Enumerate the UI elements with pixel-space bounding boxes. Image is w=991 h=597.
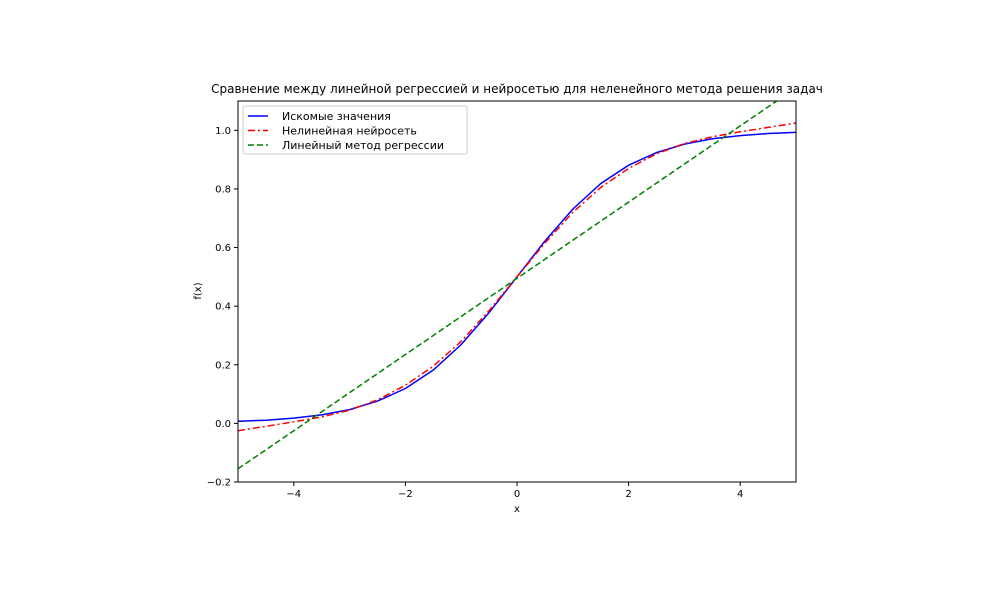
legend-box: [242, 105, 468, 155]
y-tick-label: 0.2: [215, 360, 231, 371]
plot-frame: [237, 100, 797, 483]
y-tick-label: 0.0: [215, 419, 231, 430]
x-tick-label: −2: [398, 489, 413, 500]
x-tick-label: 2: [625, 489, 631, 500]
x-tick-label: −4: [286, 489, 301, 500]
y-tick-label: 0.8: [215, 184, 231, 195]
legend-label-2: Нелинейная нейросеть: [282, 125, 417, 138]
series-layer: [238, 101, 796, 470]
series-line-2: [238, 122, 796, 432]
legend-label-3: Линейный метод регрессии: [282, 139, 444, 152]
x-tick-label: 4: [737, 489, 743, 500]
legend-label-1: Искомые значения: [282, 110, 391, 123]
x-axis-label: x: [514, 504, 520, 515]
series-line-3: [238, 101, 779, 470]
y-axis-label: f(x): [193, 282, 204, 299]
y-tick-label: 0.4: [215, 302, 231, 313]
x-tick-label: 0: [514, 489, 520, 500]
y-axis: −0.2 0.0 0.2 0.4 0.6 0.8 1.0: [207, 126, 238, 489]
legend: Искомые значения Нелинейная нейросетьЛине…: [242, 105, 468, 155]
chart-title: Сравнение между линейной регрессией и не…: [211, 82, 823, 96]
y-tick-label: −0.2: [207, 478, 231, 489]
y-tick-label: 1.0: [215, 126, 231, 137]
y-tick-label: 0.6: [215, 243, 231, 254]
x-axis: −4 −2 0 2 4: [286, 482, 743, 500]
